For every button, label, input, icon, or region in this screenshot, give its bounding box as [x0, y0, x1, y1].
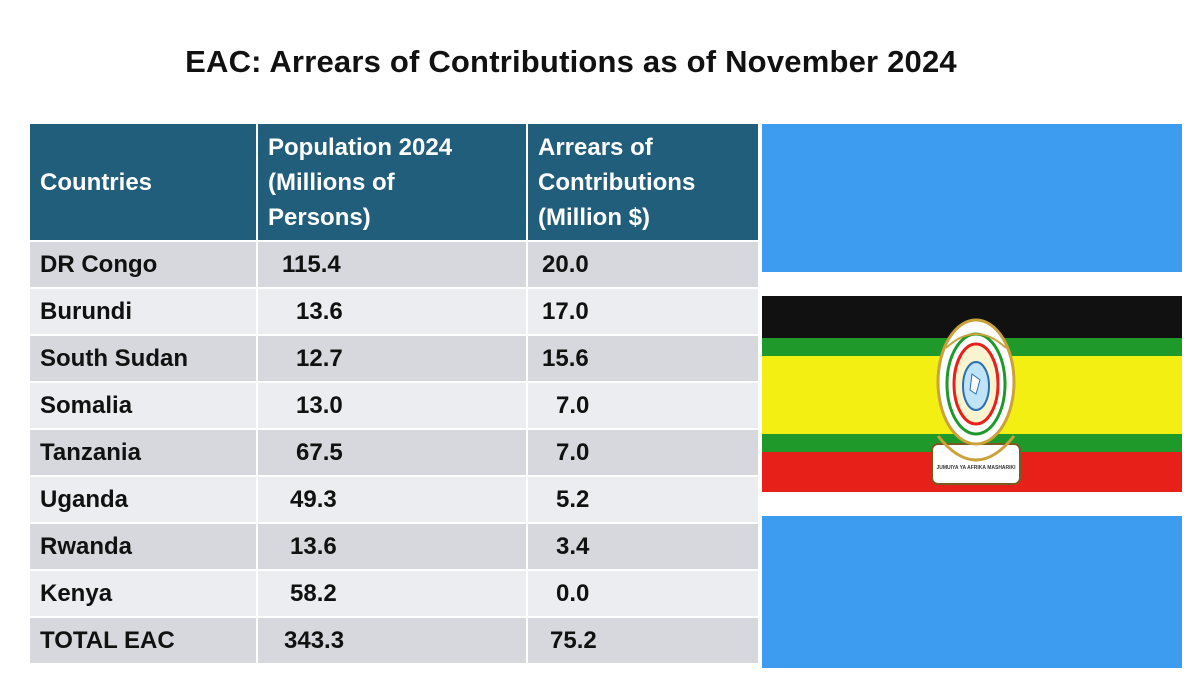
population-cell: 115.4 — [257, 240, 528, 288]
arrears-cell: 15.6 — [527, 334, 758, 382]
table-row: Uganda 49.3 5.2 — [30, 475, 758, 523]
population-cell: 343.3 — [257, 616, 528, 663]
population-cell: 12.7 — [257, 334, 528, 382]
country-cell: TOTAL EAC — [30, 616, 258, 663]
population-cell: 67.5 — [257, 428, 528, 476]
header-arrears: Arrears of Contributions (Million $) — [527, 124, 758, 241]
table-row: Kenya 58.2 0.0 — [30, 569, 758, 617]
table-row: Somalia 13.0 7.0 — [30, 381, 758, 429]
country-cell: Tanzania — [30, 428, 258, 476]
table-row: DR Congo 115.4 20.0 — [30, 240, 758, 288]
population-cell: 13.0 — [257, 381, 528, 429]
arrears-cell: 0.0 — [527, 569, 758, 617]
eac-flag-image: JUMUIYA YA AFRIKA MASHARIKI — [762, 124, 1182, 668]
population-cell: 13.6 — [257, 522, 528, 570]
country-cell: Uganda — [30, 475, 258, 523]
table-row: Tanzania 67.5 7.0 — [30, 428, 758, 476]
country-cell: DR Congo — [30, 240, 258, 288]
arrears-cell: 7.0 — [527, 381, 758, 429]
country-cell: Somalia — [30, 381, 258, 429]
flag-white-bottom — [762, 492, 1182, 516]
country-cell: Burundi — [30, 287, 258, 335]
country-cell: Kenya — [30, 569, 258, 617]
arrears-table: Countries Population 2024 (Millions of P… — [30, 124, 758, 663]
country-cell: South Sudan — [30, 334, 258, 382]
table-header-row: Countries Population 2024 (Millions of P… — [30, 124, 758, 241]
flag-blue-top — [762, 124, 1182, 272]
flag-blue-bottom — [762, 516, 1182, 668]
emblem-motto: JUMUIYA YA AFRIKA MASHARIKI — [936, 465, 1016, 471]
table-row: South Sudan 12.7 15.6 — [30, 334, 758, 382]
arrears-cell: 17.0 — [527, 287, 758, 335]
eac-emblem-icon: JUMUIYA YA AFRIKA MASHARIKI — [931, 318, 1021, 485]
arrears-cell: 5.2 — [527, 475, 758, 523]
arrears-cell: 75.2 — [527, 616, 758, 663]
header-countries: Countries — [30, 124, 258, 241]
page-title: EAC: Arrears of Contributions as of Nove… — [185, 44, 957, 79]
table-row: Rwanda 13.6 3.4 — [30, 522, 758, 570]
flag-white-top — [762, 272, 1182, 296]
arrears-cell: 7.0 — [527, 428, 758, 476]
arrears-cell: 20.0 — [527, 240, 758, 288]
country-cell: Rwanda — [30, 522, 258, 570]
population-cell: 58.2 — [257, 569, 528, 617]
table-row: Burundi 13.6 17.0 — [30, 287, 758, 335]
population-cell: 13.6 — [257, 287, 528, 335]
population-cell: 49.3 — [257, 475, 528, 523]
header-population: Population 2024 (Millions of Persons) — [257, 124, 528, 241]
table-row-total: TOTAL EAC 343.3 75.2 — [30, 616, 758, 663]
arrears-cell: 3.4 — [527, 522, 758, 570]
